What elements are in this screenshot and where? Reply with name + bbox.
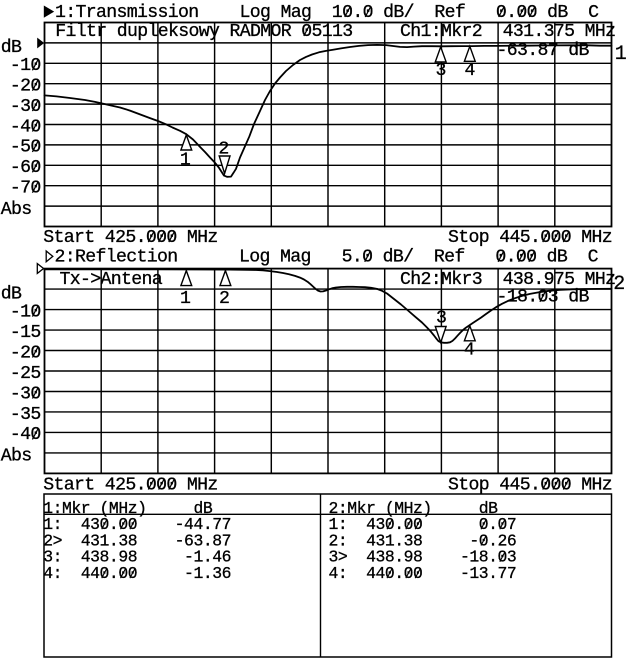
svg-text:1:Transmission Log Mag 10.: 1:Transmission Log Mag 10.0 dB/ Ref 0.00… xyxy=(55,3,599,23)
svg-text:-20: -20 xyxy=(10,77,41,97)
svg-text:dB: dB xyxy=(1,38,22,58)
svg-text:2: 2 xyxy=(613,273,625,296)
svg-text:Stop 445.000 MHz: Stop 445.000 MHz xyxy=(448,228,612,248)
svg-text:-25: -25 xyxy=(10,364,41,384)
svg-text:-30: -30 xyxy=(10,97,41,117)
svg-text:1: 1 xyxy=(615,43,627,66)
svg-text:-15: -15 xyxy=(10,323,41,343)
svg-text:Tx->Antena: Tx->Antena xyxy=(60,270,163,290)
svg-text:-30: -30 xyxy=(10,384,41,404)
svg-text:-63.87 dB: -63.87 dB xyxy=(497,41,590,61)
svg-text:-35: -35 xyxy=(10,405,41,425)
svg-text:-70: -70 xyxy=(10,179,41,199)
svg-text:Abs: Abs xyxy=(1,447,32,467)
svg-text:-40: -40 xyxy=(10,425,41,445)
svg-text:2: 431.38 -0.26: 2: 431.38 -0.26 xyxy=(329,531,517,550)
svg-text:2> 431.38 -63.87: 2> 431.38 -63.87 xyxy=(43,531,231,550)
svg-text:2: 2 xyxy=(219,289,230,309)
svg-text:1:Mkr (MHz) dB: 1:Mkr (MHz) dB xyxy=(43,499,213,518)
svg-text:-60: -60 xyxy=(10,158,41,178)
svg-text:1: 1 xyxy=(180,289,191,309)
svg-text:Filtr dupleksowy RADMOR 05113: Filtr dupleksowy RADMOR 05113 xyxy=(55,22,352,42)
svg-text:-18.03 dB: -18.03 dB xyxy=(497,288,590,308)
svg-text:Stop 445.000 MHz: Stop 445.000 MHz xyxy=(448,475,612,495)
svg-text:Start 425.000 MHz: Start 425.000 MHz xyxy=(43,475,217,495)
svg-text:Ch1:Mkr2: Ch1:Mkr2 xyxy=(400,22,482,42)
svg-text:-10: -10 xyxy=(10,56,41,76)
svg-text:2:Mkr (MHz) dB: 2:Mkr (MHz) dB xyxy=(329,499,499,518)
svg-text:3: 438.98 -1.46: 3: 438.98 -1.46 xyxy=(43,548,231,567)
svg-text:dB: dB xyxy=(1,284,22,304)
svg-text:-50: -50 xyxy=(10,138,41,158)
svg-text:4: 440.00 -13.77: 4: 440.00 -13.77 xyxy=(329,564,517,583)
svg-text:2: 2 xyxy=(218,140,229,160)
svg-text:4: 4 xyxy=(465,61,476,81)
svg-text:438.975 MHz: 438.975 MHz xyxy=(503,270,616,290)
svg-text:Abs: Abs xyxy=(1,200,32,220)
svg-text:-10: -10 xyxy=(10,302,41,322)
svg-text:3: 3 xyxy=(436,308,447,328)
svg-text:2:Reflection Log Mag 5.: 2:Reflection Log Mag 5.0 dB/ Ref 0.00 dB… xyxy=(55,248,599,268)
svg-text:1: 430.00 -44.77: 1: 430.00 -44.77 xyxy=(43,515,231,534)
svg-text:4: 4 xyxy=(464,341,475,361)
svg-text:4: 440.00 -1.36: 4: 440.00 -1.36 xyxy=(43,564,231,583)
svg-text:-40: -40 xyxy=(10,117,41,137)
svg-text:3> 438.98 -18.03: 3> 438.98 -18.03 xyxy=(329,548,517,567)
svg-text:Ch2:Mkr3: Ch2:Mkr3 xyxy=(400,270,482,290)
svg-text:3: 3 xyxy=(436,61,447,81)
svg-text:1: 1 xyxy=(180,151,191,171)
svg-text:431.375 MHz: 431.375 MHz xyxy=(503,22,616,42)
svg-text:Start 425.000 MHz: Start 425.000 MHz xyxy=(43,228,217,248)
svg-text:-20: -20 xyxy=(10,343,41,363)
svg-text:1: 430.00 0.07: 1: 430.00 0.07 xyxy=(329,515,517,534)
